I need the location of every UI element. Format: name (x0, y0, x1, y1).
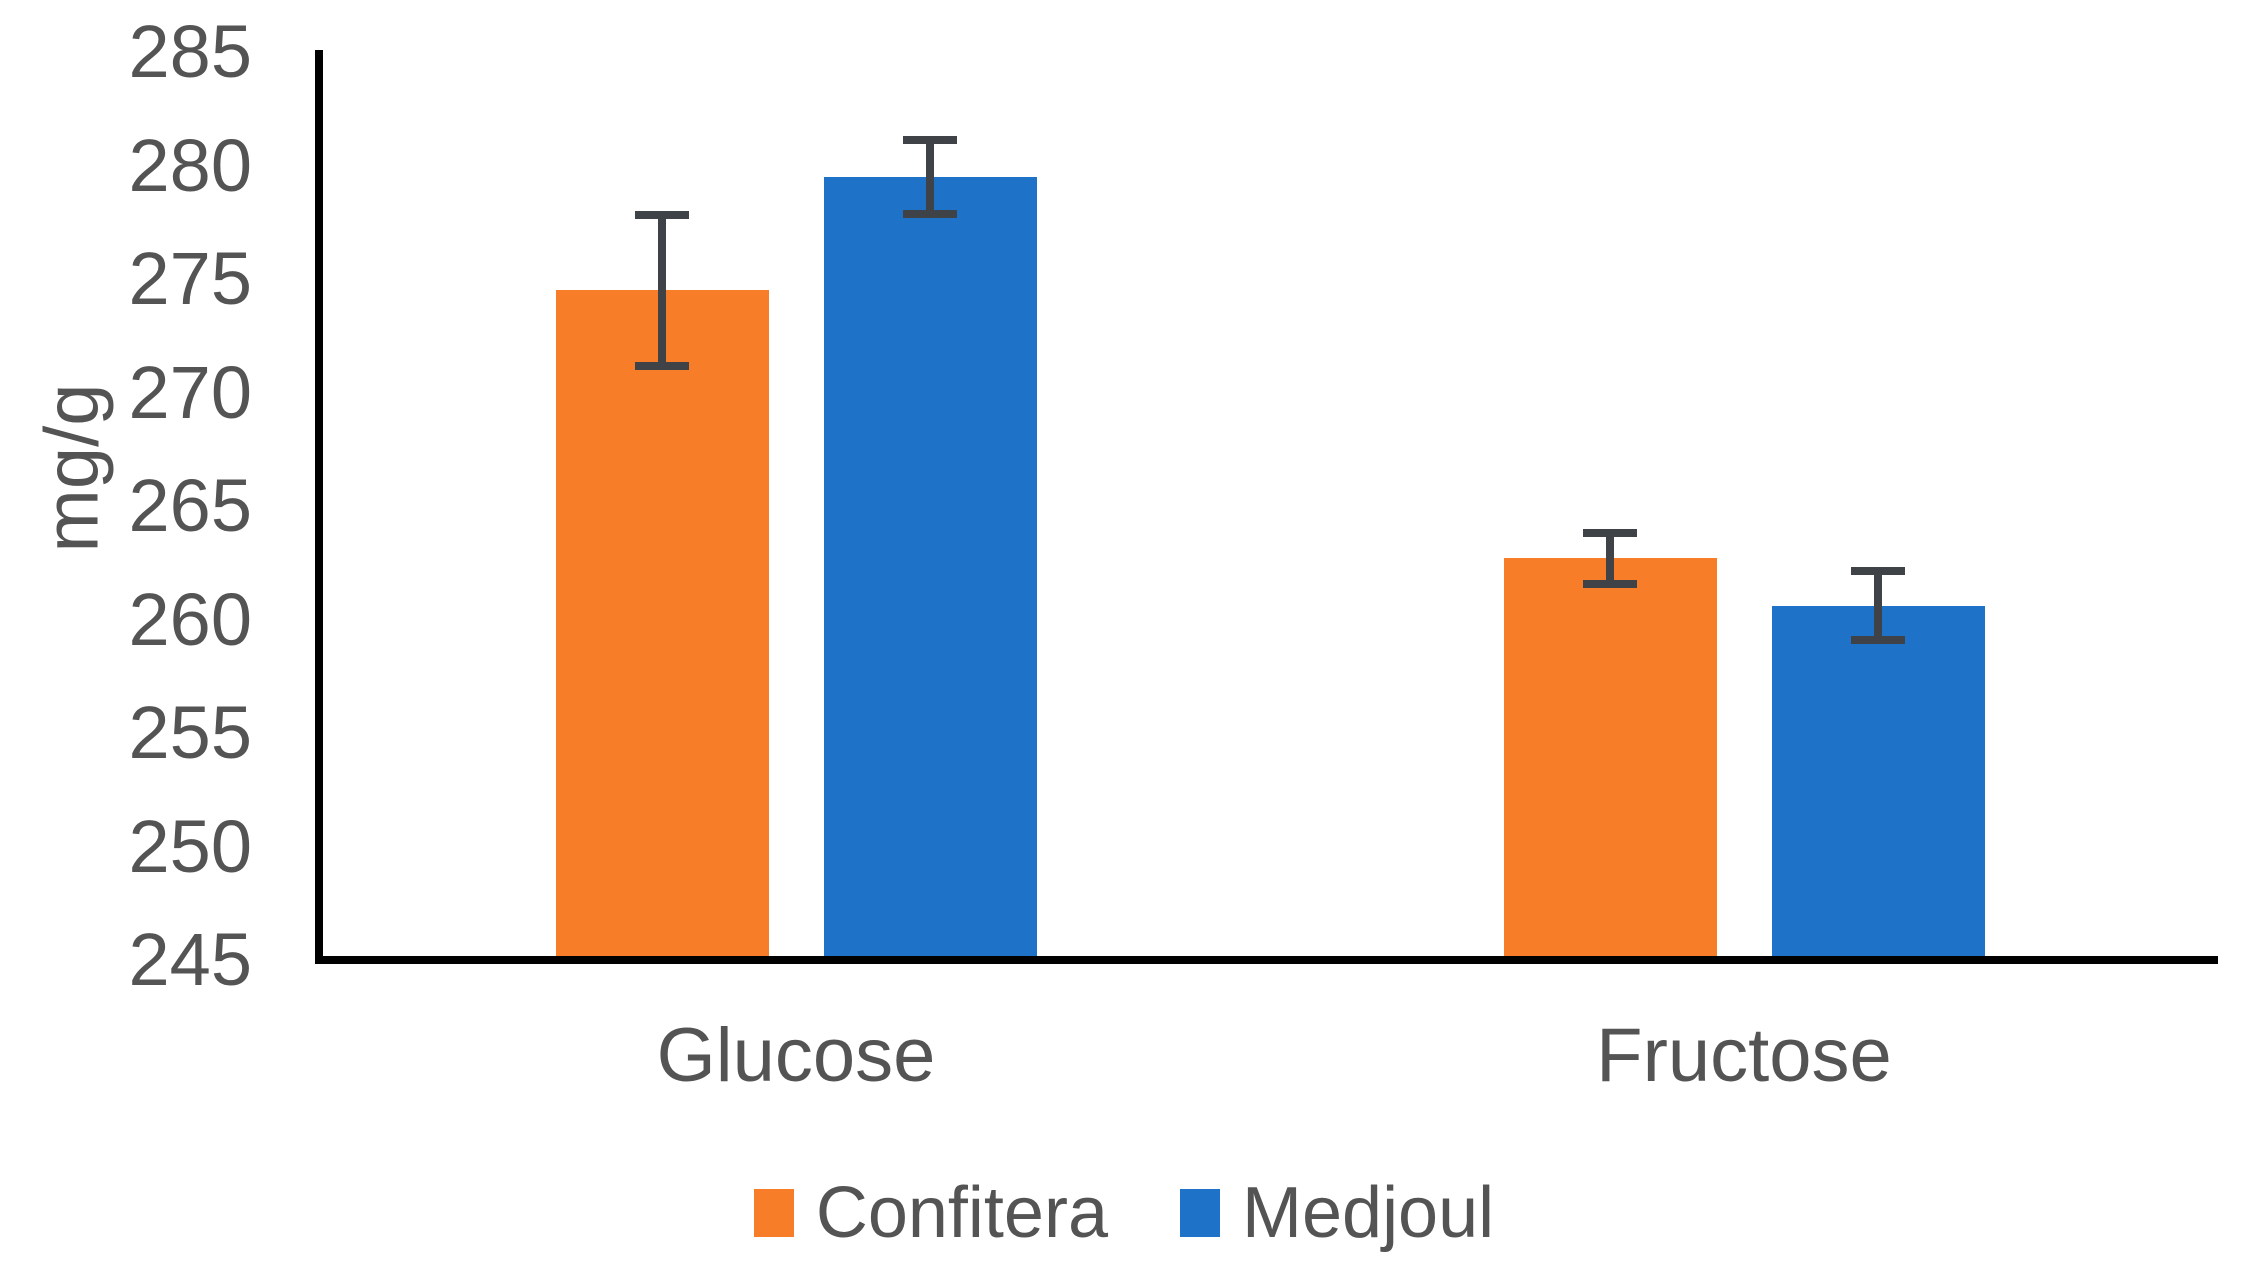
error-bar-bottom-cap (1583, 579, 1637, 588)
bar-fructose-medjoul (1771, 605, 1985, 960)
error-bar-stem (1606, 528, 1614, 588)
error-bar-glucose-medjoul (903, 135, 957, 218)
legend-item-medjoul: Medjoul (1180, 1172, 1494, 1254)
chart-legend: Confitera Medjoul (0, 1172, 2248, 1254)
y-tick-label-270: 270 (128, 350, 252, 434)
legend-label-confitera: Confitera (815, 1173, 1108, 1253)
legend-item-confitera: Confitera (753, 1172, 1108, 1254)
legend-swatch-medjoul (1180, 1189, 1220, 1237)
error-bar-stem (1874, 567, 1882, 645)
error-bar-bottom-cap (903, 209, 957, 218)
y-axis-line (315, 50, 323, 964)
y-tick-label-275: 275 (128, 237, 252, 320)
x-category-label-glucose: Glucose (656, 1013, 936, 1098)
bar-glucose-confitera (555, 290, 769, 960)
legend-swatch-confitera (753, 1189, 794, 1237)
legend-label-medjoul: Medjoul (1242, 1173, 1495, 1253)
y-tick-label-285: 285 (128, 10, 252, 93)
x-axis-line (315, 956, 2218, 964)
error-bar-stem (658, 210, 666, 370)
bar-fructose-confitera (1503, 558, 1717, 960)
y-tick-label-245: 245 (128, 918, 252, 1001)
y-tick-label-265: 265 (128, 464, 252, 547)
error-bar-fructose-medjoul (1851, 567, 1905, 645)
error-bar-fructose-confitera (1583, 528, 1637, 588)
error-bar-stem (926, 135, 934, 218)
bar-glucose-medjoul (823, 176, 1037, 960)
y-tick-label-260: 260 (128, 577, 252, 661)
y-tick-label-250: 250 (128, 804, 252, 888)
error-bar-bottom-cap (1851, 636, 1905, 645)
y-tick-label-280: 280 (128, 123, 252, 207)
error-bar-bottom-cap (635, 361, 689, 370)
y-tick-label-255: 255 (128, 691, 252, 774)
x-category-label-fructose: Fructose (1596, 1013, 1892, 1098)
error-bar-glucose-confitera (635, 210, 689, 370)
